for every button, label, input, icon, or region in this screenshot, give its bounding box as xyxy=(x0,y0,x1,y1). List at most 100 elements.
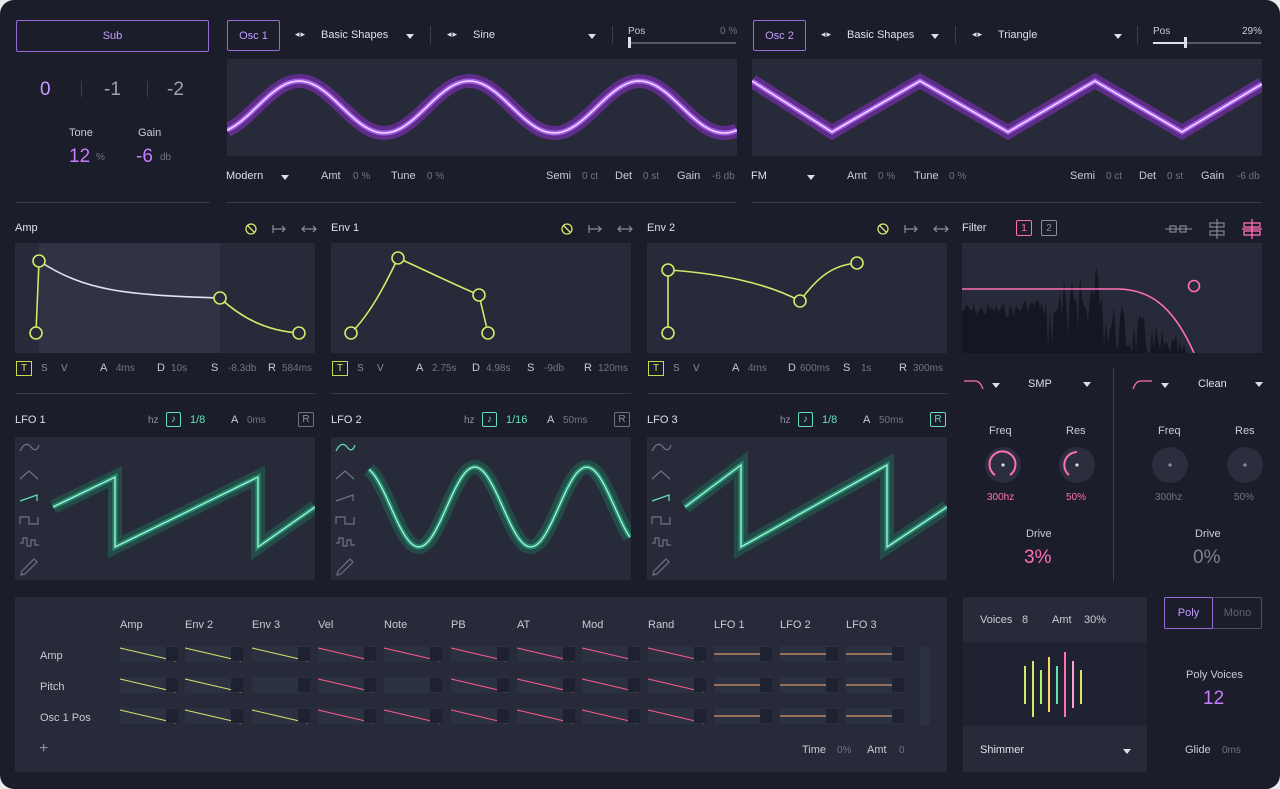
osc1-semi-value[interactable]: 0 ct xyxy=(582,171,599,182)
sine-shape-icon[interactable] xyxy=(651,443,672,452)
filter2-drive-value[interactable]: 0% xyxy=(1193,547,1221,568)
gain-value[interactable]: -6 xyxy=(136,146,153,167)
sub-button[interactable]: Sub xyxy=(16,20,209,52)
pencil-icon[interactable] xyxy=(336,558,354,576)
env2-a-value[interactable]: 4ms xyxy=(748,363,767,374)
matrix-scrollbar[interactable] xyxy=(920,647,930,725)
chevron-down-icon[interactable] xyxy=(931,34,939,39)
matrix-cell[interactable] xyxy=(517,708,575,724)
env-amp-a-value[interactable]: 4ms xyxy=(116,363,135,374)
env-node[interactable] xyxy=(793,294,807,308)
octave-minus2[interactable]: -2 xyxy=(167,79,184,100)
matrix-cell-knob[interactable] xyxy=(430,678,442,692)
matrix-cell[interactable] xyxy=(648,646,706,662)
note-icon[interactable]: ♪ xyxy=(166,412,181,427)
matrix-cell-knob[interactable] xyxy=(298,647,310,661)
osc2-amt-value[interactable]: 0 % xyxy=(878,171,896,182)
matrix-cell-knob[interactable] xyxy=(563,709,575,723)
env1-d-value[interactable]: 4.98s xyxy=(486,363,511,374)
osc1-wave-arrows-icon[interactable]: ◂▸ xyxy=(447,29,459,39)
matrix-cell[interactable] xyxy=(517,677,575,693)
osc2-pos-slider[interactable] xyxy=(1153,42,1261,44)
env-node[interactable] xyxy=(213,291,227,305)
matrix-cell[interactable] xyxy=(185,708,243,724)
matrix-amt-value[interactable]: 0 xyxy=(899,745,905,756)
matrix-cell-knob[interactable] xyxy=(563,678,575,692)
pencil-icon[interactable] xyxy=(20,558,38,576)
triangle-shape-icon[interactable] xyxy=(19,470,39,480)
filter-slot-2[interactable]: 2 xyxy=(1041,220,1057,236)
osc1-tune-value[interactable]: 0 % xyxy=(427,171,445,182)
env2-s-value[interactable]: 1s xyxy=(861,363,872,374)
env1-s-value[interactable]: -9db xyxy=(544,363,565,374)
bypass-icon[interactable] xyxy=(877,223,889,235)
filter1-freq-knob[interactable] xyxy=(985,447,1021,483)
filter-slot-1[interactable]: 1 xyxy=(1016,220,1032,236)
matrix-cell-knob[interactable] xyxy=(430,709,442,723)
matrix-cell[interactable] xyxy=(846,646,904,662)
env-node[interactable] xyxy=(29,326,43,340)
matrix-cell[interactable] xyxy=(120,677,178,693)
tone-value[interactable]: 12 xyxy=(69,146,91,167)
lfo3-display[interactable] xyxy=(647,437,947,580)
lfo2-hz-toggle[interactable]: hz xyxy=(464,415,475,426)
env-amp-trigger-toggle[interactable]: T xyxy=(16,361,32,376)
chevron-down-icon[interactable] xyxy=(588,34,596,39)
osc1-amt-value[interactable]: 0 % xyxy=(353,171,371,182)
osc2-det-value[interactable]: 0 st xyxy=(1167,171,1184,182)
osc2-tune-value[interactable]: 0 % xyxy=(949,171,967,182)
matrix-cell-knob[interactable] xyxy=(826,678,838,692)
triangle-shape-icon[interactable] xyxy=(651,470,671,480)
chevron-down-icon[interactable] xyxy=(1114,34,1122,39)
matrix-cell-knob[interactable] xyxy=(694,709,706,723)
matrix-cell[interactable] xyxy=(846,677,904,693)
sine-shape-icon[interactable] xyxy=(19,443,40,452)
matrix-cell[interactable] xyxy=(120,646,178,662)
lfo2-display[interactable] xyxy=(331,437,631,580)
random-shape-icon[interactable] xyxy=(336,537,355,547)
matrix-cell[interactable] xyxy=(252,646,310,662)
matrix-time-value[interactable]: 0% xyxy=(837,745,852,756)
env2-r-value[interactable]: 300ms xyxy=(913,363,944,374)
matrix-cell-knob[interactable] xyxy=(497,678,509,692)
matrix-cell-knob[interactable] xyxy=(166,709,178,723)
env-node[interactable] xyxy=(661,326,675,340)
env-amp-r-value[interactable]: 584ms xyxy=(282,363,313,374)
osc1-gain-value[interactable]: -6 db xyxy=(712,171,735,182)
matrix-cell-knob[interactable] xyxy=(892,709,904,723)
matrix-cell[interactable] xyxy=(384,646,442,662)
env-node[interactable] xyxy=(391,251,405,265)
note-icon[interactable]: ♪ xyxy=(798,412,813,427)
filter2-freq-knob[interactable] xyxy=(1152,447,1188,483)
chevron-down-icon[interactable] xyxy=(281,175,289,180)
loop-forward-icon[interactable] xyxy=(272,225,286,233)
matrix-cell[interactable] xyxy=(252,677,310,693)
matrix-cell[interactable] xyxy=(318,677,376,693)
lfo1-retrigger-toggle[interactable]: R xyxy=(298,412,314,427)
osc2-wave-arrows-icon[interactable]: ◂▸ xyxy=(972,29,984,39)
osc1-mode-select[interactable]: Modern xyxy=(226,170,264,182)
env1-a-value[interactable]: 2.75s xyxy=(432,363,457,374)
lfo1-display[interactable] xyxy=(15,437,315,580)
matrix-cell[interactable] xyxy=(451,646,509,662)
lfo1-a-value[interactable]: 0ms xyxy=(247,415,266,426)
loop-pingpong-icon[interactable] xyxy=(933,225,949,233)
lfo3-a-value[interactable]: 50ms xyxy=(879,415,904,426)
env1-display[interactable] xyxy=(331,243,631,353)
matrix-cell-knob[interactable] xyxy=(826,647,838,661)
matrix-cell[interactable] xyxy=(384,677,442,693)
matrix-cell-knob[interactable] xyxy=(760,647,772,661)
filter2-model-select[interactable]: Clean xyxy=(1198,378,1227,390)
lfo2-rate[interactable]: 1/16 xyxy=(506,414,528,426)
matrix-cell-knob[interactable] xyxy=(430,647,442,661)
lfo1-rate[interactable]: 1/8 xyxy=(190,414,206,426)
osc2-wave-select[interactable]: Triangle xyxy=(998,29,1038,41)
matrix-cell[interactable] xyxy=(120,708,178,724)
pencil-icon[interactable] xyxy=(652,558,670,576)
env2-d-value[interactable]: 600ms xyxy=(800,363,831,374)
sine-shape-icon[interactable] xyxy=(335,443,356,452)
matrix-cell-knob[interactable] xyxy=(298,678,310,692)
filter1-model-select[interactable]: SMP xyxy=(1028,378,1052,390)
matrix-cell[interactable] xyxy=(318,646,376,662)
lfo3-retrigger-toggle[interactable]: R xyxy=(930,412,946,427)
